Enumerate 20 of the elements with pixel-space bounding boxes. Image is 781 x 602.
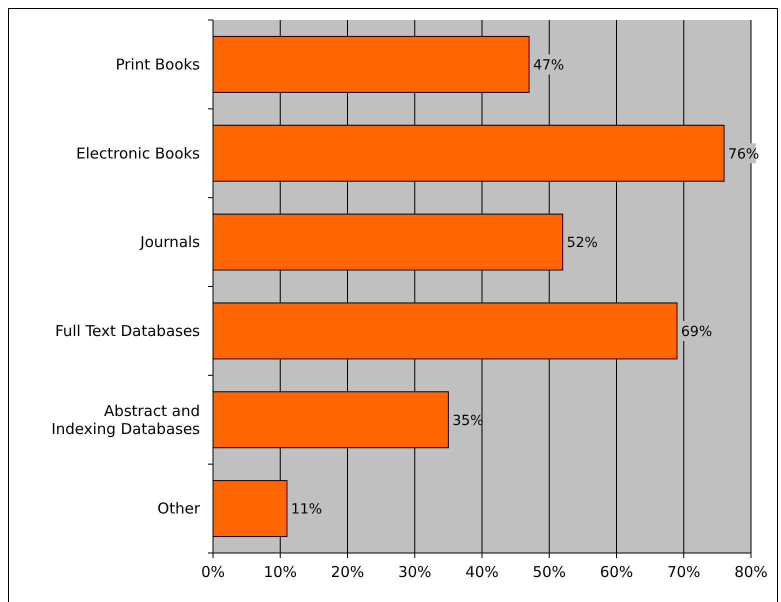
data-label: 76% bbox=[728, 146, 760, 162]
x-tick-label: 30% bbox=[398, 563, 432, 581]
x-tick-label: 70% bbox=[667, 563, 700, 581]
data-label: 11% bbox=[290, 502, 322, 518]
x-tick-label: 40% bbox=[465, 563, 499, 581]
x-tick-label: 60% bbox=[600, 563, 634, 581]
y-tick-label: Journals bbox=[139, 233, 200, 252]
y-tick-label: Print Books bbox=[116, 55, 200, 74]
x-tick-label: 10% bbox=[264, 563, 297, 581]
x-tick-label: 50% bbox=[532, 563, 566, 581]
y-tick-label: Other bbox=[157, 500, 201, 518]
y-tick-label: Full Text Databases bbox=[55, 322, 200, 340]
x-tick-label: 80% bbox=[734, 563, 768, 581]
x-tick-label: 20% bbox=[330, 563, 364, 581]
x-tick-label: 0% bbox=[201, 563, 225, 581]
y-tick-label: Electronic Books bbox=[76, 144, 200, 162]
data-label: 52% bbox=[566, 235, 598, 252]
data-label: 47% bbox=[533, 57, 564, 74]
data-label: 69% bbox=[681, 324, 712, 340]
y-tick-label: Abstract and Indexing Databases bbox=[51, 402, 200, 438]
